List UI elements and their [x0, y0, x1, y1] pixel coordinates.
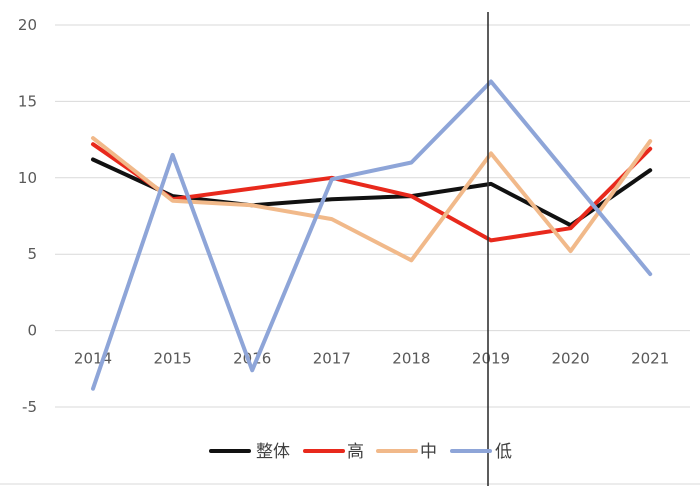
y-tick-label: 20 [18, 16, 37, 34]
y-tick-label: 5 [27, 245, 37, 263]
y-tick-label: -5 [22, 398, 37, 416]
x-axis-tick-labels: 2014 2015 2016 2017 2018 2019 2020 2021 [74, 350, 669, 368]
legend: 整体 高 中 低 [209, 442, 512, 462]
legend-label: 整体 [256, 442, 290, 462]
x-tick-label: 2016 [233, 350, 271, 368]
x-tick-label: 2018 [392, 350, 430, 368]
x-tick-label: 2017 [313, 350, 351, 368]
legend-label: 低 [495, 442, 512, 462]
legend-label: 中 [420, 442, 437, 462]
series-lines [91, 79, 653, 391]
gridlines [0, 24, 700, 485]
y-tick-label: 10 [18, 169, 37, 187]
x-tick-label: 2020 [552, 350, 590, 368]
x-tick-label: 2021 [631, 350, 669, 368]
y-tick-label: 0 [27, 322, 37, 340]
series-line-2 [91, 136, 653, 263]
x-tick-label: 2019 [472, 350, 510, 368]
series-line-3 [91, 79, 653, 391]
x-tick-label: 2015 [154, 350, 192, 368]
series-line-1 [91, 142, 653, 243]
y-axis-tick-labels: 20 15 10 5 0 -5 [18, 16, 37, 416]
legend-label: 高 [347, 442, 364, 462]
y-tick-label: 15 [18, 92, 37, 110]
